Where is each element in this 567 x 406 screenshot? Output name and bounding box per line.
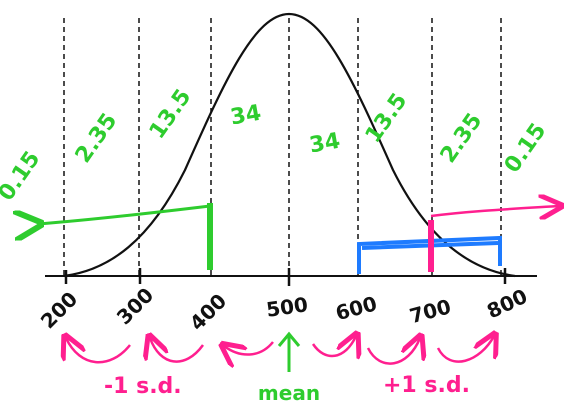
pink-right-tail-arrow (428, 206, 559, 272)
percent-label: 2.35 (71, 109, 123, 168)
percent-label: 0.15 (500, 119, 552, 178)
plus-one-sd-label: +1 s.d. (383, 373, 470, 398)
dashed-lines (63, 18, 502, 276)
mean-arrow (277, 331, 301, 372)
tick-label: 700 (407, 294, 454, 328)
step-arrow (224, 342, 274, 355)
step-arrow (311, 336, 356, 356)
percent-label: 13.5 (145, 85, 197, 144)
step-arrow (150, 338, 205, 363)
tick-label: 200 (36, 287, 82, 333)
tick-label: 300 (112, 283, 158, 329)
green-left-tail-arrow (38, 203, 213, 270)
percent-label: 2.35 (436, 109, 488, 168)
tick-labels: 200 300 400 500 600 700 800 (36, 283, 531, 335)
step-arrow (366, 338, 420, 365)
pink-step-arrows (66, 336, 494, 364)
step-arrow (66, 338, 131, 364)
step-arrow (436, 336, 494, 363)
tick-label: 500 (265, 292, 310, 322)
tick-label: 800 (483, 284, 531, 323)
percent-label: 34 (229, 101, 264, 131)
tick-marks (64, 268, 507, 286)
minus-one-sd-label: -1 s.d. (104, 374, 182, 399)
percent-labels: 0.15 2.35 13.5 34 34 13.5 2.35 0.15 (0, 85, 551, 206)
tick-label: 600 (333, 291, 380, 325)
normal-curve (63, 12, 516, 278)
percent-label: 0.15 (0, 147, 45, 206)
tick-label: 400 (185, 289, 231, 335)
percent-label: 34 (308, 129, 343, 159)
mean-label: mean (258, 381, 320, 405)
